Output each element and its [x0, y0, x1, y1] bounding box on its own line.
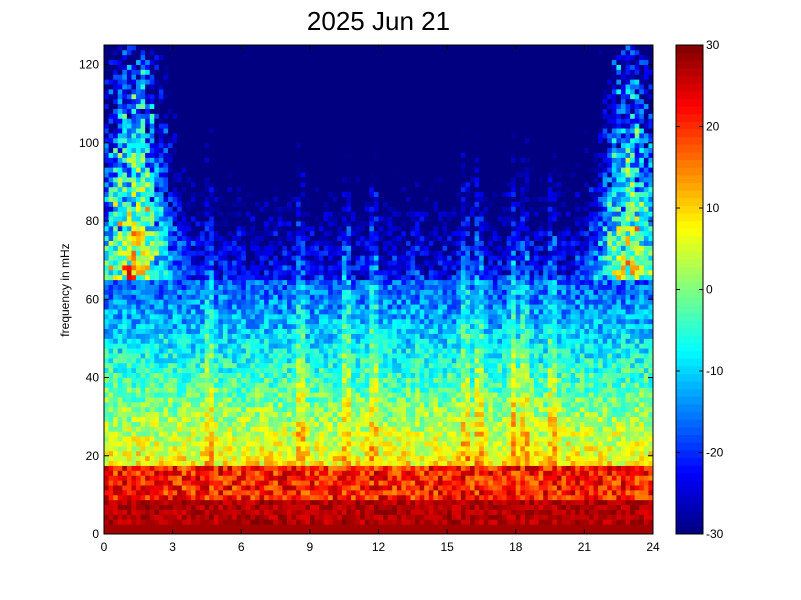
colorbar-tick-label: 20 [706, 120, 720, 134]
colorbar-segment [676, 45, 703, 54]
colorbar-segment [676, 495, 703, 504]
colorbar-segment [676, 144, 703, 153]
y-tick-label: 80 [86, 214, 100, 228]
colorbar-segment [676, 434, 703, 443]
colorbar-segment [676, 465, 703, 474]
colorbar-tick-label: -10 [706, 364, 724, 378]
colorbar-segment [676, 151, 703, 161]
colorbar-segment [676, 312, 703, 321]
colorbar-segment [676, 289, 703, 298]
colorbar-segment [676, 129, 703, 138]
colorbar-segment [676, 411, 703, 420]
colorbar-segment [676, 373, 703, 382]
colorbar-segment [676, 167, 703, 176]
colorbar-tick-label: 0 [706, 283, 713, 297]
colorbar-segment [676, 75, 703, 84]
colorbar-segment [676, 365, 703, 374]
colorbar-segment [676, 526, 703, 535]
colorbar-segment [676, 136, 703, 145]
colorbar-tick-label: 30 [706, 38, 720, 52]
colorbar-segment [676, 243, 703, 252]
colorbar-segment [676, 106, 703, 115]
colorbar-segment [676, 197, 703, 206]
x-tick-label: 24 [646, 540, 660, 554]
colorbar-segment [676, 159, 703, 168]
y-tick-label: 40 [86, 371, 100, 385]
colorbar-segment [676, 190, 703, 199]
colorbar-segment [676, 274, 703, 283]
colorbar-tick-label: -20 [706, 446, 724, 460]
colorbar-segment [676, 358, 703, 367]
x-tick-label: 21 [578, 540, 592, 554]
y-tick-label: 20 [86, 449, 100, 463]
colorbar-segment [676, 457, 703, 466]
x-tick-label: 18 [509, 540, 523, 554]
x-tick-label: 0 [101, 540, 108, 554]
colorbar-segment [676, 236, 703, 245]
colorbar-segment [676, 342, 703, 352]
colorbar-segment [676, 404, 703, 413]
colorbar-segment [676, 449, 703, 458]
colorbar-segment [676, 388, 703, 397]
colorbar-segment [676, 281, 703, 290]
colorbar-segment [676, 258, 703, 267]
colorbar-segment [676, 220, 703, 229]
x-tick-label: 12 [372, 540, 386, 554]
colorbar-segment [676, 121, 703, 130]
colorbar-segment [676, 419, 703, 428]
colorbar-segment [676, 480, 703, 489]
colorbar-segment [676, 503, 703, 512]
colorbar-segment [676, 251, 703, 260]
colorbar-segment [676, 83, 703, 92]
colorbar-segment [676, 327, 703, 336]
colorbar-segment [676, 511, 703, 520]
colorbar-segment [676, 427, 703, 436]
colorbar-segment [676, 90, 703, 99]
y-tick-label: 0 [92, 527, 99, 541]
chart-title: 2025 Jun 21 [306, 6, 451, 36]
colorbar-segment [676, 182, 703, 191]
colorbar-segment [676, 174, 703, 183]
colorbar-tick-label: -30 [706, 527, 724, 541]
colorbar-segment [676, 350, 703, 359]
heatmap-cells [104, 45, 654, 535]
colorbar-segment [676, 205, 703, 214]
x-tick-label: 3 [169, 540, 176, 554]
colorbar-segment [676, 381, 703, 390]
colorbar-segment [676, 297, 703, 306]
colorbar-segment [676, 266, 703, 275]
y-tick-label: 100 [79, 136, 99, 150]
x-tick-label: 9 [307, 540, 314, 554]
colorbar-segment [676, 67, 703, 76]
colorbar-segment [676, 228, 703, 237]
colorbar-segment [676, 472, 703, 481]
colorbar-segment [676, 396, 703, 405]
colorbar-tick-label: 10 [706, 201, 720, 215]
x-tick-label: 15 [440, 540, 454, 554]
colorbar-segment [676, 113, 703, 122]
colorbar-segment [676, 335, 703, 344]
colorbar-segment [676, 518, 703, 527]
colorbar-segment [676, 304, 703, 313]
y-tick-label: 60 [86, 292, 100, 306]
colorbar [675, 44, 704, 535]
colorbar-segment [676, 52, 703, 61]
x-tick-label: 6 [238, 540, 245, 554]
colorbar-segment [676, 488, 703, 497]
colorbar-segment [676, 98, 703, 107]
colorbar-segment [676, 442, 703, 451]
colorbar-segment [676, 320, 703, 329]
y-tick-label: 120 [79, 58, 99, 72]
colorbar-segment [676, 60, 703, 69]
colorbar-segment [676, 213, 703, 222]
